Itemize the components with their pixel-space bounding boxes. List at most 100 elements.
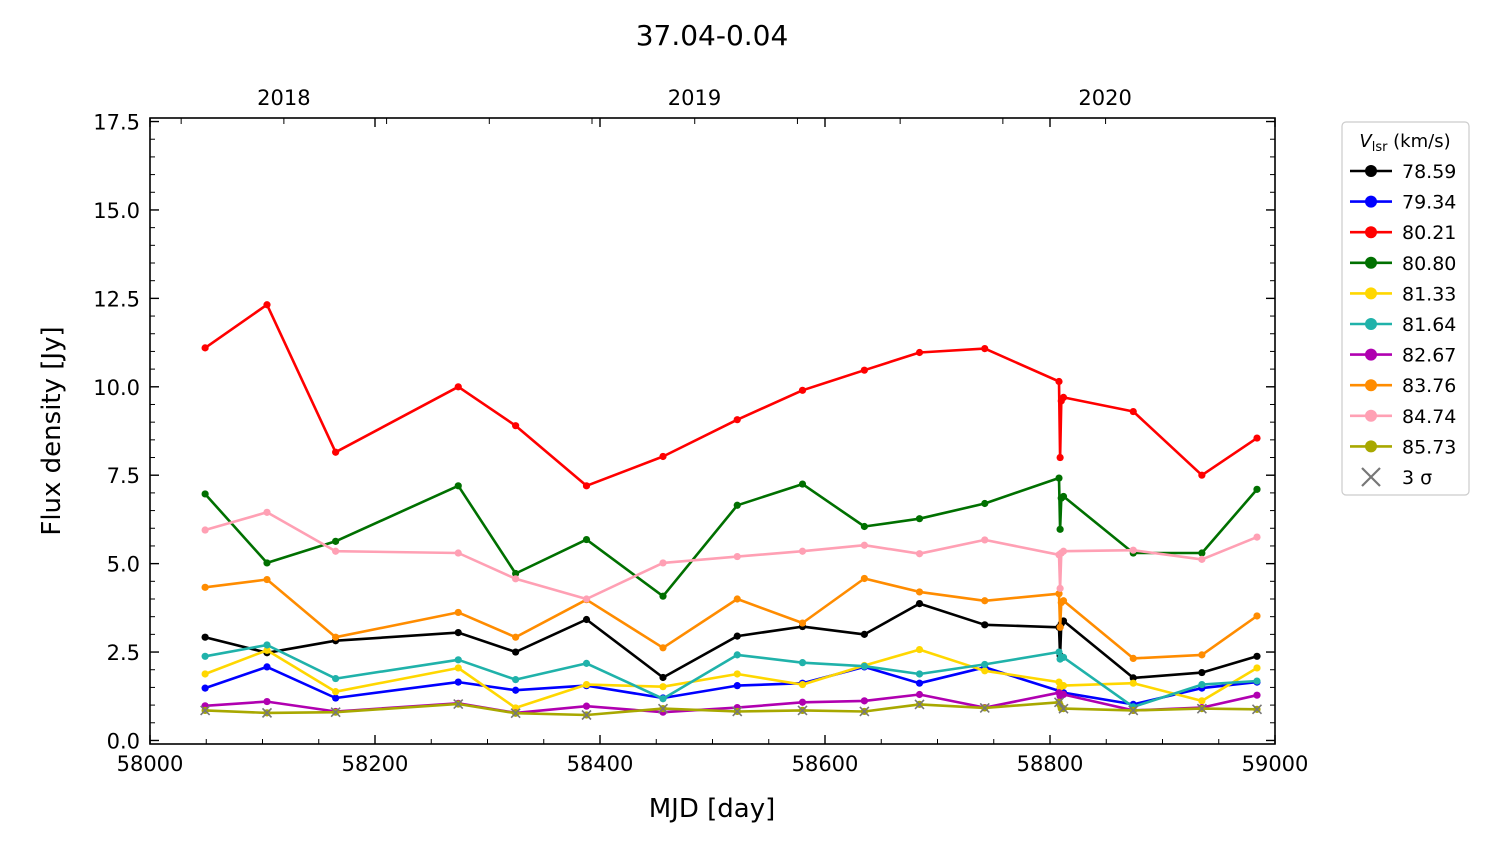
- legend-marker: [1365, 195, 1377, 208]
- y-tick-label: 17.5: [93, 111, 140, 135]
- data-point: [733, 682, 741, 690]
- series-line: [204, 476, 1258, 598]
- x-axis-ticks: 58000 58200 58400 58600 58800 59000: [117, 118, 1309, 776]
- series-80.80: [201, 474, 1261, 600]
- data-point: [454, 628, 462, 637]
- series-80.21: [201, 301, 1261, 490]
- data-point: [512, 569, 520, 578]
- sigma-marker: [1251, 704, 1263, 715]
- data-point: [332, 674, 340, 683]
- data-point: [915, 599, 924, 608]
- series-83.76: [201, 574, 1261, 663]
- data-point: [915, 348, 924, 357]
- data-point: [798, 698, 807, 706]
- sigma-marker: [510, 708, 521, 719]
- x-tick-label: 59000: [1242, 752, 1309, 776]
- data-point: [263, 641, 271, 649]
- data-point: [263, 301, 271, 309]
- data-point: [659, 644, 667, 652]
- data-point: [798, 619, 807, 627]
- data-point: [454, 383, 462, 391]
- data-point: [263, 575, 271, 584]
- top-axis-year-label: 2019: [668, 86, 721, 110]
- data-point: [860, 541, 868, 549]
- data-point: [512, 633, 520, 641]
- data-point: [915, 690, 924, 699]
- data-point: [512, 422, 520, 430]
- data-point: [733, 632, 741, 640]
- sigma-marker-stroke: [732, 706, 743, 717]
- legend-label: 80.80: [1402, 253, 1456, 275]
- data-point: [582, 659, 591, 667]
- data-point: [915, 679, 924, 687]
- sigma-marker-stroke: [914, 699, 925, 710]
- data-point: [582, 615, 591, 624]
- series-78.59: [201, 599, 1261, 682]
- data-point: [1059, 597, 1068, 605]
- legend-entry-84.74: 84.74: [1350, 406, 1456, 428]
- legend-entry-81.64: 81.64: [1350, 314, 1456, 336]
- legend-title-unit: (km/s): [1387, 131, 1450, 152]
- data-point: [201, 583, 209, 591]
- legend-label: 79.34: [1402, 192, 1456, 214]
- sigma-marker: [1053, 697, 1065, 708]
- data-point: [263, 697, 271, 706]
- x-tick-label: 58000: [117, 752, 184, 776]
- sigma-marker-stroke: [1196, 703, 1207, 714]
- data-point: [582, 482, 591, 490]
- legend-sigma-label: 3 σ: [1402, 467, 1432, 489]
- sigma-marker: [261, 707, 273, 718]
- data-point: [201, 684, 209, 692]
- data-point: [332, 688, 340, 696]
- series-line: [204, 602, 1258, 680]
- legend-marker: [1365, 409, 1377, 422]
- data-point: [454, 549, 462, 557]
- data-point: [659, 695, 667, 703]
- legend-entry-83.76: 83.76: [1350, 375, 1456, 397]
- x-axis-label: MJD [day]: [649, 794, 776, 824]
- x-tick-label: 58400: [567, 752, 634, 776]
- legend-marker: [1365, 440, 1377, 453]
- series-layer: [201, 301, 1261, 719]
- legend-marker: [1365, 318, 1377, 330]
- data-point: [860, 574, 868, 583]
- data-point: [582, 595, 591, 603]
- data-point: [915, 670, 924, 678]
- data-point: [860, 662, 868, 670]
- y-tick-label: 15.0: [93, 199, 140, 223]
- data-point: [582, 680, 591, 689]
- top-axis-year-label: 2020: [1078, 86, 1131, 110]
- data-point: [798, 480, 807, 488]
- data-point: [1253, 612, 1261, 620]
- data-point: [454, 608, 462, 617]
- data-point: [1059, 690, 1068, 699]
- data-point: [263, 646, 271, 654]
- data-point: [733, 501, 741, 509]
- legend-sigma-icon: [1361, 467, 1381, 487]
- data-point: [981, 536, 989, 544]
- top-axis-year-ticks: 2018 2019 2020: [180, 86, 1132, 124]
- data-point: [201, 526, 209, 534]
- data-point: [263, 663, 271, 671]
- series-line: [204, 303, 1258, 488]
- legend-label: 82.67: [1402, 345, 1456, 367]
- data-point: [1055, 474, 1063, 482]
- data-point: [860, 697, 868, 705]
- data-point: [915, 645, 924, 654]
- top-axis-year-label: 2018: [257, 86, 310, 110]
- y-tick-label: 2.5: [107, 641, 140, 665]
- data-point: [659, 452, 667, 461]
- data-point: [981, 667, 989, 675]
- data-point: [659, 559, 667, 567]
- data-point: [1059, 393, 1068, 402]
- data-point: [512, 676, 520, 684]
- sigma-marker: [797, 705, 808, 716]
- legend-label: 80.21: [1402, 222, 1456, 244]
- sigma-marker-stroke: [657, 703, 669, 714]
- series-84.74: [201, 508, 1261, 603]
- data-point: [332, 537, 340, 545]
- data-point: [915, 588, 924, 596]
- sigma-marker-stroke: [1058, 703, 1069, 714]
- data-point: [981, 344, 989, 353]
